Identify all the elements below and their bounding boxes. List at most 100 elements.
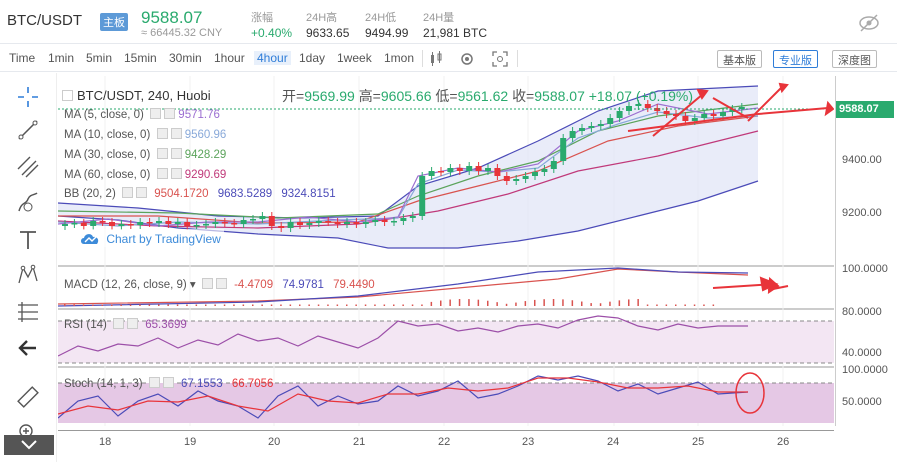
- trend-line-icon[interactable]: [16, 118, 40, 142]
- macd-bar: [214, 304, 216, 306]
- price-tag: 9588.07: [836, 101, 894, 118]
- view-pro-button[interactable]: 专业版: [773, 50, 818, 68]
- settings-icon[interactable]: [459, 51, 475, 67]
- ma5-legend[interactable]: MA (5, close, 0) 9571.76: [64, 108, 220, 121]
- view-basic-button[interactable]: 基本版: [717, 50, 762, 68]
- candle: [550, 161, 557, 169]
- macd-bar: [562, 299, 564, 306]
- candle: [626, 106, 632, 111]
- stat-change-label: 涨幅: [251, 12, 273, 24]
- candle: [738, 107, 745, 109]
- candle: [569, 131, 576, 138]
- macd-bar: [468, 299, 470, 306]
- macd-bar: [167, 304, 169, 306]
- x-label: 20: [268, 436, 281, 448]
- time-axis[interactable]: 18 19 20 21 22 23 24 25 26: [58, 430, 834, 450]
- crosshair-icon[interactable]: [16, 85, 40, 109]
- macd-legend[interactable]: MACD (12, 26, close, 9) ▾ -4.4709 74.978…: [64, 278, 375, 291]
- channel-icon[interactable]: [16, 155, 40, 179]
- y-label: 9400.00: [842, 154, 882, 166]
- candle: [193, 225, 200, 227]
- macd-bar: [270, 304, 273, 306]
- tradingview-watermark[interactable]: Chart by TradingView: [76, 229, 224, 247]
- back-arrow-icon[interactable]: [16, 336, 40, 360]
- interval-1day[interactable]: 1day: [299, 51, 326, 65]
- interval-time[interactable]: Time: [9, 51, 36, 65]
- candle: [334, 222, 341, 224]
- brush-icon[interactable]: [16, 191, 40, 215]
- price-axis[interactable]: 9400.00 9200.00 100.0000 80.0000 40.0000…: [835, 76, 897, 426]
- macd-bar: [195, 304, 198, 306]
- interval-1week[interactable]: 1week: [337, 51, 372, 65]
- interval-1min[interactable]: 1min: [48, 51, 75, 65]
- candle: [344, 222, 350, 224]
- candle: [541, 169, 548, 172]
- macd-bar: [355, 304, 357, 306]
- ma10-legend[interactable]: MA (10, close, 0) 9560.96: [64, 128, 227, 141]
- stoch-legend[interactable]: Stoch (14, 1, 3) 67.1553 66.7056: [64, 377, 274, 390]
- macd-bar: [524, 301, 527, 306]
- bb-legend[interactable]: BB (20, 2) 9504.1720 9683.5289 9324.8151: [64, 187, 336, 200]
- pattern-icon[interactable]: [16, 263, 40, 287]
- ruler-icon[interactable]: [16, 385, 40, 409]
- x-label: 24: [607, 436, 620, 448]
- ma30-line: [58, 115, 759, 224]
- board-badge: 主板: [100, 13, 128, 31]
- y-label: 9200.00: [842, 207, 882, 219]
- candle: [485, 168, 491, 171]
- ohlc-readout: 开=9569.99 高=9605.66 低=9561.62 收=9588.07 …: [282, 88, 694, 104]
- candle: [560, 138, 567, 161]
- rsi-legend[interactable]: RSI (14) 65.3699: [64, 318, 187, 331]
- interval-15min[interactable]: 15min: [124, 51, 157, 65]
- toolbar-divider: [517, 50, 518, 67]
- x-label: 26: [777, 436, 790, 448]
- stoch-d-line: [58, 377, 748, 415]
- x-label: 21: [353, 436, 366, 448]
- y-label: 40.0000: [842, 347, 882, 359]
- macd-bar: [223, 304, 226, 306]
- macd-bar: [543, 299, 545, 306]
- macd-bar: [411, 304, 414, 306]
- candle: [710, 114, 717, 116]
- macd-bar: [590, 303, 592, 306]
- candle: [306, 223, 313, 225]
- candle: [701, 114, 708, 118]
- expand-tools-button[interactable]: [4, 435, 54, 455]
- candle: [353, 222, 360, 224]
- interval-30min[interactable]: 30min: [169, 51, 202, 65]
- interval-4hour[interactable]: 4hour: [254, 51, 291, 65]
- candle: [174, 222, 181, 224]
- candle: [682, 116, 689, 121]
- macd-bar: [712, 304, 715, 306]
- pair-name[interactable]: BTC/USDT: [7, 12, 82, 29]
- macd-bar: [111, 304, 113, 306]
- chart-canvas[interactable]: [58, 76, 834, 426]
- candle: [90, 221, 97, 226]
- macd-bar: [571, 300, 574, 306]
- macd-bar: [261, 304, 263, 306]
- chart-type-icon[interactable]: [429, 51, 447, 67]
- candle: [146, 222, 153, 224]
- candle: [663, 111, 670, 114]
- candle: [532, 172, 538, 176]
- toolbar-divider: [422, 50, 423, 67]
- ma30-legend[interactable]: MA (30, close, 0) 9428.29: [64, 148, 227, 161]
- fib-levels-icon[interactable]: [16, 300, 40, 324]
- macd-bar: [280, 304, 282, 306]
- candle: [259, 216, 266, 219]
- candle: [250, 219, 256, 221]
- interval-1hour[interactable]: 1hour: [214, 51, 245, 65]
- macd-bar: [233, 304, 235, 306]
- text-tool-icon[interactable]: [16, 228, 40, 252]
- candle: [62, 224, 68, 226]
- ma60-legend[interactable]: MA (60, close, 0) 9290.69: [64, 168, 227, 181]
- screenshot-icon[interactable]: [492, 51, 508, 67]
- interval-5min[interactable]: 5min: [86, 51, 113, 65]
- candle: [391, 221, 397, 223]
- cloud-icon: [81, 234, 99, 244]
- interval-1mon[interactable]: 1mon: [384, 51, 415, 65]
- view-depth-button[interactable]: 深度图: [832, 50, 877, 68]
- collapse-icon[interactable]: [62, 90, 73, 101]
- eye-off-icon[interactable]: [858, 12, 880, 34]
- stat-low-label: 24H低: [365, 12, 397, 24]
